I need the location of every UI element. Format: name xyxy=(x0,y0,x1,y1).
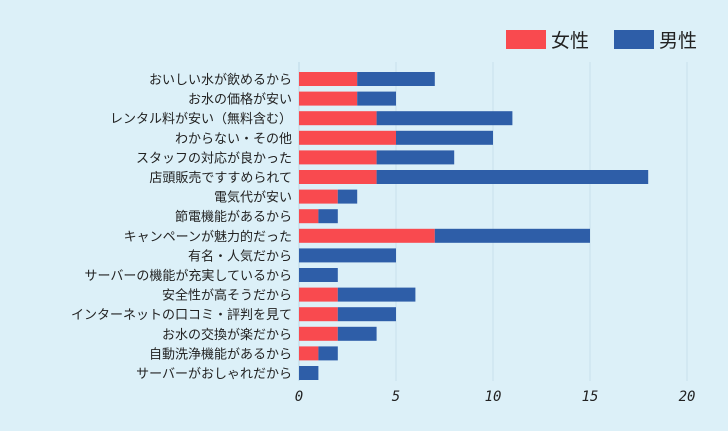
bar-male xyxy=(318,346,338,361)
bar-female xyxy=(299,228,435,243)
x-tick-label: 15 xyxy=(582,389,599,405)
bar-female xyxy=(299,307,338,322)
legend: 女性 男性 xyxy=(506,30,697,52)
bar-female xyxy=(299,326,338,341)
x-tick-label: 20 xyxy=(679,389,696,405)
category-label: スタッフの対応が良かった xyxy=(136,150,292,166)
x-tick-label: 10 xyxy=(485,389,502,405)
bar-male xyxy=(318,209,338,224)
bar-female xyxy=(299,189,338,204)
bar-female xyxy=(299,287,338,302)
bar-male xyxy=(337,287,416,302)
bar-female xyxy=(299,130,396,145)
bar-female xyxy=(299,150,377,165)
category-label: 節電機能があるから xyxy=(175,210,292,225)
category-label: 電気代が安い xyxy=(214,190,292,206)
bar-male xyxy=(376,150,455,165)
legend-swatch-female xyxy=(506,30,546,49)
category-label: 有名・人気だから xyxy=(188,248,292,264)
category-label: 安全性が高そうだから xyxy=(162,288,292,304)
bar-male xyxy=(376,170,649,184)
bar-male xyxy=(376,111,513,126)
bar-male xyxy=(299,366,319,380)
category-label: サーバーの機能が充実しているから xyxy=(85,268,292,284)
legend-label-male: 男性 xyxy=(659,30,697,52)
bar-female xyxy=(299,346,319,361)
bar-male xyxy=(357,91,396,106)
bar-female xyxy=(299,170,377,184)
bar-male xyxy=(337,326,377,341)
category-label: お水の価格が安い xyxy=(188,92,292,108)
bar-male xyxy=(337,307,396,322)
bar-female xyxy=(299,209,319,224)
category-label: 自動洗浄機能があるから xyxy=(149,347,292,362)
bar-male xyxy=(434,228,590,243)
bar-male xyxy=(337,189,358,204)
legend-swatch-male xyxy=(614,30,654,49)
bar-male xyxy=(299,268,338,282)
category-label: サーバーがおしゃれだから xyxy=(136,367,292,382)
x-tick-label: 0 xyxy=(295,389,303,405)
category-label: 店頭販売ですすめられて xyxy=(149,170,292,186)
x-tick-labels: 0 5 10 15 20 xyxy=(295,389,696,405)
category-label: わからない・その他 xyxy=(175,132,292,147)
bar-male xyxy=(396,130,493,145)
bar-male xyxy=(299,248,396,263)
bar-male xyxy=(357,72,435,86)
bar-female xyxy=(299,91,358,106)
bars xyxy=(299,72,649,380)
bar-female xyxy=(299,72,358,86)
legend-label-female: 女性 xyxy=(551,30,589,52)
x-tick-label: 5 xyxy=(392,389,400,405)
category-label: おいしい水が飲めるから xyxy=(149,72,292,88)
bar-female xyxy=(299,111,377,126)
category-label: キャンペーンが魅力的だった xyxy=(124,229,292,245)
category-label: インターネットの口コミ・評判を見て xyxy=(71,308,292,323)
category-label: レンタル料が安い（無料含む） xyxy=(110,111,292,127)
category-label: お水の交換が楽だから xyxy=(162,327,292,343)
